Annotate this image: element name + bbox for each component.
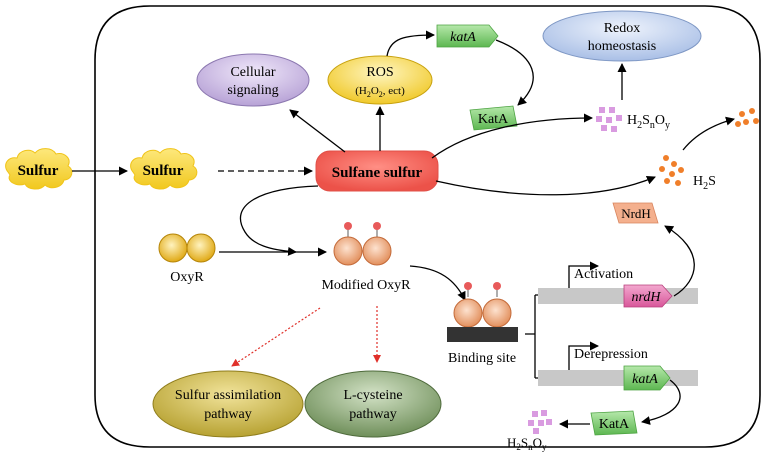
polysulfide-particles-top — [596, 107, 622, 132]
arrow-sulfane-to-modified-oxyr — [239, 185, 319, 256]
h2snoy-bottom-label: H2SnOy — [507, 435, 547, 452]
derepression-label: Derepression — [574, 347, 648, 362]
katA-protein-top-label: KatA — [478, 112, 509, 127]
binding-site-label: Binding site — [448, 351, 516, 366]
sulfur-outside-node: Sulfur — [5, 148, 73, 190]
nrdH-gene-label: nrdH — [631, 290, 661, 305]
sulfur-inside-label: Sulfur — [143, 163, 184, 179]
h2snoy-top-label: H2SnOy — [627, 113, 670, 131]
polysulfide-particles-bottom — [528, 410, 552, 434]
binding-bracket — [525, 294, 543, 379]
arrow-ros-to-katA-gene — [386, 30, 435, 57]
nrdH-protein: NrdH — [612, 202, 659, 224]
sulfur-assimilation-node: Sulfur assimilation pathway — [152, 370, 304, 438]
oxyr-label: OxyR — [170, 270, 204, 285]
arrow-sulfane-to-signaling — [289, 109, 346, 153]
sulfur-inside-node: Sulfur — [130, 148, 198, 190]
nrdH-protein-label: NrdH — [621, 206, 651, 221]
sulfane-sulfur-label: Sulfane sulfur — [332, 165, 423, 181]
cellular-signaling-line2: signaling — [227, 83, 278, 98]
katA-gene-top: katA — [436, 24, 499, 48]
activation-label: Activation — [574, 267, 633, 282]
katA-protein-top: KatA — [469, 105, 518, 131]
lcysteine-line2: pathway — [349, 407, 396, 422]
h2s-particles-outside — [735, 108, 759, 127]
cellular-signaling-line1: Cellular — [230, 65, 275, 80]
katA-gene-top-label: katA — [450, 30, 476, 45]
modified-oxyr-node: Modified OxyR — [321, 222, 411, 293]
arrow-sulfane-to-polysulfide — [431, 113, 593, 159]
arrow-katA-gene-to-protein-bottom — [641, 379, 681, 425]
redox-homeostasis-node: Redox homeostasis — [542, 10, 702, 62]
h2s-particles-inside — [659, 155, 684, 186]
katA-protein-bottom: KatA — [590, 410, 638, 436]
lcysteine-line1: L-cysteine — [343, 388, 402, 403]
arrow-nrdH-gene-to-protein — [664, 225, 695, 297]
katA-gene-bottom-label: katA — [632, 372, 658, 387]
nrdH-gene: nrdH — [623, 284, 673, 308]
ros-line1: ROS — [366, 65, 393, 80]
h2s-label: H2S — [693, 174, 716, 192]
sulfur-assimilation-line2: pathway — [204, 407, 251, 422]
sulfur-assimilation-line1: Sulfur assimilation — [175, 388, 281, 403]
arrow-modified-to-binding — [409, 265, 466, 301]
sulfane-sulfur-node: Sulfane sulfur — [315, 150, 439, 192]
oxyr-node: OxyR — [158, 233, 216, 285]
cell-membrane — [94, 5, 761, 448]
sulfur-outside-label: Sulfur — [18, 163, 59, 179]
cellular-signaling-node: Cellular signaling — [196, 53, 310, 107]
arrow-katA-gene-to-protein — [495, 39, 534, 106]
ros-node: ROS (H2O2, ect) — [327, 55, 433, 105]
katA-gene-bottom: katA — [623, 365, 671, 391]
binding-site-node: Binding site — [447, 282, 518, 366]
redox-line2: homeostasis — [588, 39, 656, 54]
arrow-sulfane-to-h2s — [435, 175, 656, 196]
dotted-arrow-to-sulfur-assimilation — [231, 307, 321, 367]
derepression-arrow — [568, 341, 599, 370]
arrow-h2s-to-outside — [682, 116, 735, 151]
redox-line1: Redox — [604, 21, 641, 36]
modified-oxyr-label: Modified OxyR — [321, 278, 411, 293]
katA-protein-bottom-label: KatA — [599, 417, 630, 432]
lcysteine-pathway-node: L-cysteine pathway — [304, 370, 442, 438]
ros-line2: (H2O2, ect) — [355, 85, 405, 99]
activation-arrow — [568, 261, 599, 288]
